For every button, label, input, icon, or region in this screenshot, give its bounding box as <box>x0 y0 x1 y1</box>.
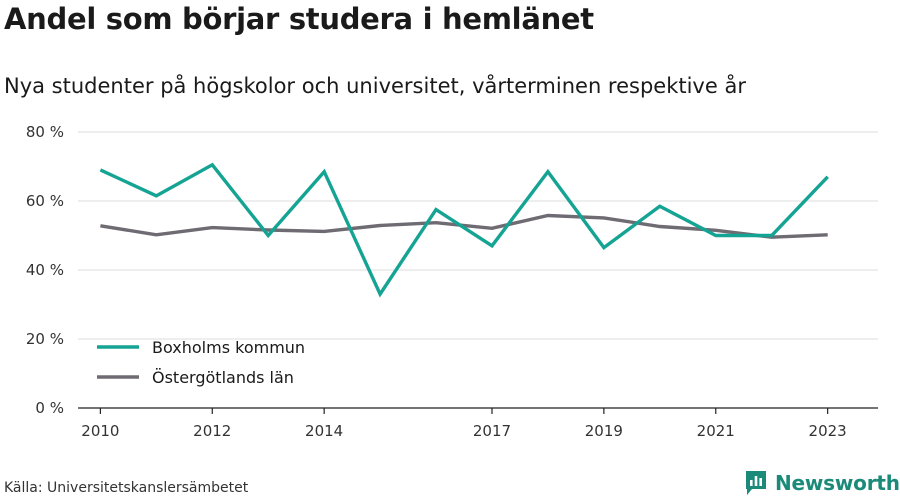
x-tick-label: 2023 <box>809 422 847 440</box>
y-axis-tick-labels: 0 % 20 % 40 % 60 % 80 % <box>26 123 64 417</box>
y-tick-label: 0 % <box>35 399 64 417</box>
x-tick-label: 2010 <box>81 422 119 440</box>
source-note: Källa: Universitetskanslersämbetet <box>4 480 249 496</box>
series-lines <box>99 162 829 298</box>
x-tick-label: 2014 <box>305 422 343 440</box>
brand-name: Newsworthy <box>775 471 900 495</box>
chart-subtitle: Nya studenter på högskolor och universit… <box>4 74 746 98</box>
x-tick-label: 2019 <box>585 422 623 440</box>
x-axis-tick-labels: 2010 2012 2014 2017 2019 2021 2023 <box>81 422 846 440</box>
x-axis <box>78 407 878 414</box>
x-tick-label: 2017 <box>473 422 511 440</box>
y-tick-label: 80 % <box>26 123 64 141</box>
series-line-1 <box>99 162 829 298</box>
y-tick-label: 60 % <box>26 192 64 210</box>
legend-label: Boxholms kommun <box>152 338 305 357</box>
legend: Boxholms kommun Östergötlands län <box>97 338 305 387</box>
legend-label: Östergötlands län <box>152 368 294 387</box>
y-tick-label: 20 % <box>26 330 64 348</box>
newsworthy-logo-icon <box>746 471 766 495</box>
grid-lines <box>78 131 878 340</box>
x-tick-label: 2012 <box>193 422 231 440</box>
chart-title: Andel som börjar studera i hemlänet <box>4 2 594 36</box>
brand-logo: Newsworthy <box>744 468 900 498</box>
y-tick-label: 40 % <box>26 261 64 279</box>
x-tick-label: 2021 <box>697 422 735 440</box>
